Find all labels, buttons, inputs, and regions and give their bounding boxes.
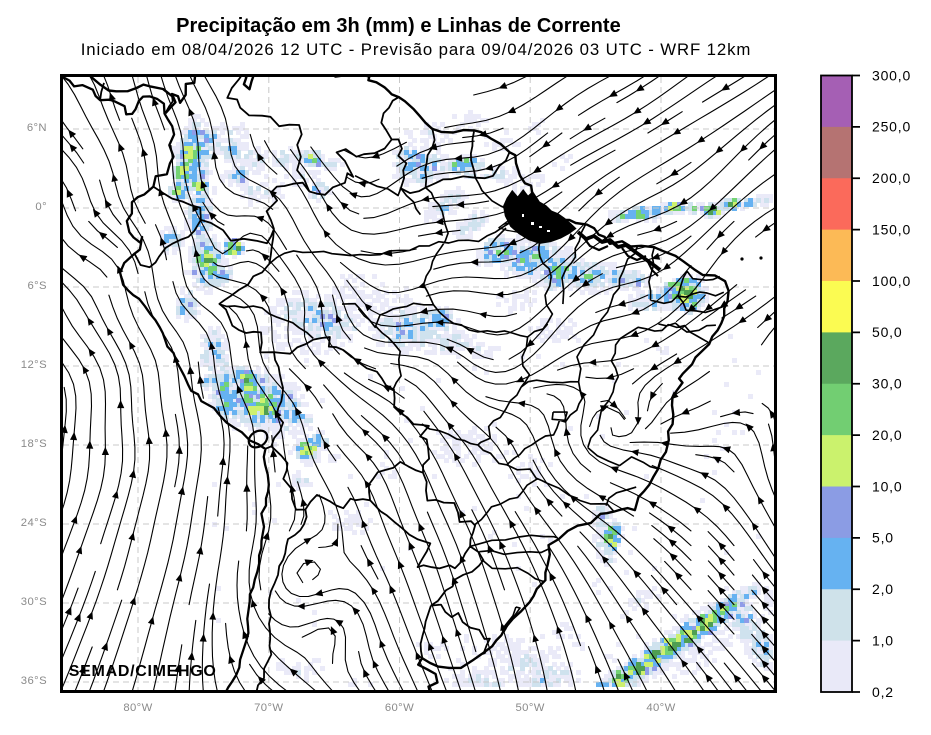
svg-text:5,0: 5,0: [872, 530, 894, 546]
svg-text:30,0: 30,0: [872, 376, 902, 392]
svg-text:250,0: 250,0: [872, 119, 911, 135]
svg-text:20,0: 20,0: [872, 427, 902, 443]
svg-text:100,0: 100,0: [872, 273, 911, 289]
svg-text:SEMAD/CIMEHGO: SEMAD/CIMEHGO: [69, 663, 217, 680]
svg-text:150,0: 150,0: [872, 221, 911, 237]
svg-text:0,2: 0,2: [872, 684, 894, 700]
svg-text:200,0: 200,0: [872, 170, 911, 186]
svg-text:10,0: 10,0: [872, 478, 902, 494]
svg-text:300,0: 300,0: [872, 67, 911, 83]
svg-text:1,0: 1,0: [872, 632, 894, 648]
svg-text:2,0: 2,0: [872, 581, 894, 597]
svg-text:50,0: 50,0: [872, 324, 902, 340]
